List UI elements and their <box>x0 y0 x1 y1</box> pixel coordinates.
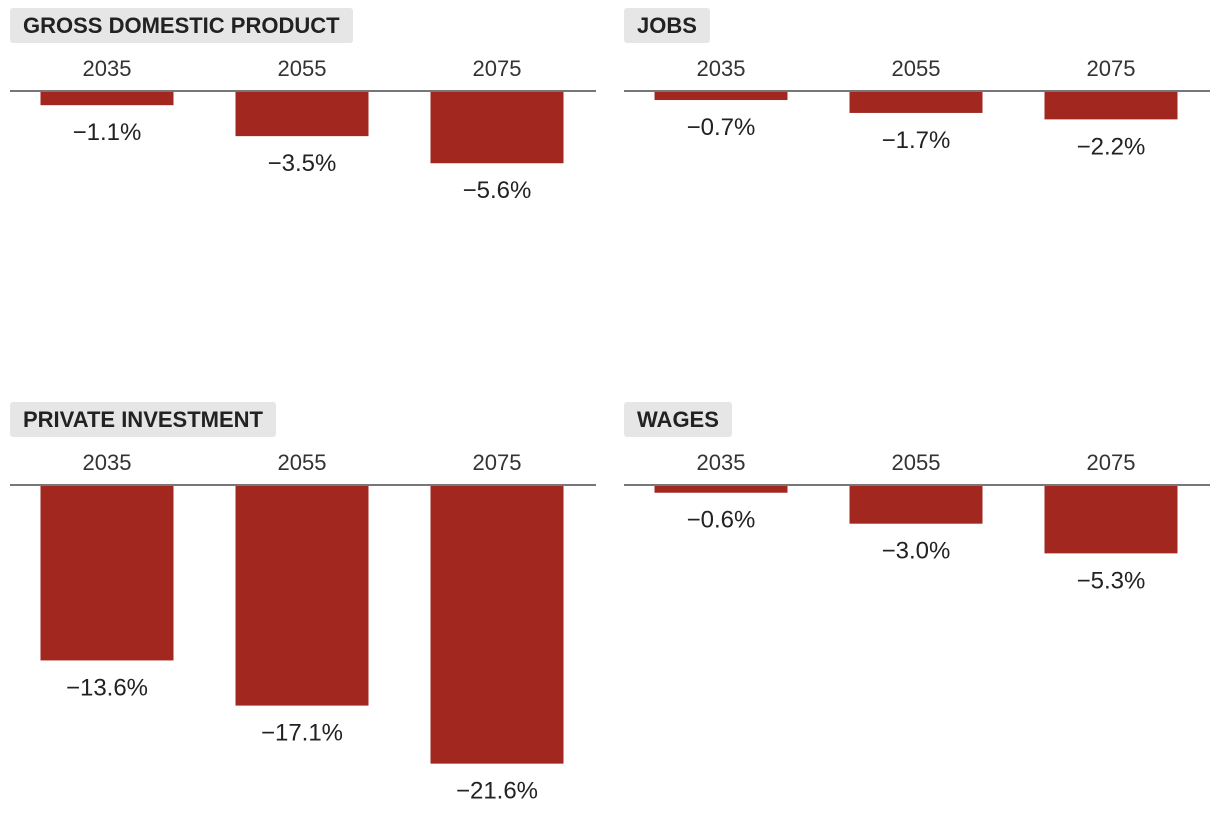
value-label-gdp-2075: −5.6% <box>463 177 532 204</box>
category-label-wages-2055: 2055 <box>892 450 941 475</box>
bar-wages-2075 <box>1044 485 1178 554</box>
chart-wages: 2035 −0.6% 2055 −3.0% 2075 −5.3% <box>624 450 1210 594</box>
value-label-wages-2035: −0.6% <box>687 507 756 534</box>
chart-gdp: 2035 −1.1% 2055 −3.5% 2075 −5.6% <box>10 56 596 204</box>
category-label-gdp-2075: 2075 <box>473 56 522 81</box>
category-label-jobs-2075: 2075 <box>1087 56 1136 81</box>
chart-title-gdp: GROSS DOMESTIC PRODUCT <box>10 8 353 43</box>
bar-gdp-2075 <box>430 91 564 164</box>
bar-private-investment-2055 <box>235 485 369 706</box>
value-label-gdp-2035: −1.1% <box>73 119 142 146</box>
chart-private-investment: 2035 −13.6% 2055 −17.1% 2075 −21.6% <box>10 450 596 805</box>
chart-title-jobs: JOBS <box>624 8 710 43</box>
value-label-wages-2055: −3.0% <box>882 538 951 565</box>
chart-jobs: 2035 −0.7% 2055 −1.7% 2075 −2.2% <box>624 56 1210 160</box>
value-label-wages-2075: −5.3% <box>1077 567 1146 594</box>
bar-wages-2055 <box>849 485 983 524</box>
chart-title-wages: WAGES <box>624 402 732 437</box>
bar-gdp-2035 <box>40 91 174 106</box>
category-label-private-investment-2035: 2035 <box>83 450 132 475</box>
category-label-jobs-2055: 2055 <box>892 56 941 81</box>
bar-jobs-2075 <box>1044 91 1178 120</box>
category-label-private-investment-2075: 2075 <box>473 450 522 475</box>
category-label-wages-2075: 2075 <box>1087 450 1136 475</box>
bar-wages-2035 <box>654 485 788 493</box>
chart-panel-jobs: JOBS 2035 −0.7% 2055 −1.7% 2075 −2.2% <box>624 8 1210 408</box>
bar-gdp-2055 <box>235 91 369 137</box>
chart-title-private-investment: PRIVATE INVESTMENT <box>10 402 276 437</box>
category-label-private-investment-2055: 2055 <box>278 450 327 475</box>
bar-jobs-2055 <box>849 91 983 113</box>
category-label-wages-2035: 2035 <box>697 450 746 475</box>
value-label-jobs-2035: −0.7% <box>687 114 756 141</box>
bar-private-investment-2035 <box>40 485 174 661</box>
value-label-gdp-2055: −3.5% <box>268 150 337 177</box>
value-label-jobs-2075: −2.2% <box>1077 133 1146 160</box>
chart-panel-gdp: GROSS DOMESTIC PRODUCT 2035 −1.1% 2055 −3.5… <box>10 8 596 408</box>
chart-panel-wages: WAGES 2035 −0.6% 2055 −3.0% 2075 −5.3% <box>624 402 1210 802</box>
value-label-private-investment-2075: −21.6% <box>456 778 538 805</box>
category-label-gdp-2035: 2035 <box>83 56 132 81</box>
bar-jobs-2035 <box>654 91 788 101</box>
chart-panel-private-investment: PRIVATE INVESTMENT 2035 −13.6% 2055 −17.1% 2… <box>10 402 596 805</box>
value-label-private-investment-2035: −13.6% <box>66 674 148 701</box>
category-label-jobs-2035: 2035 <box>697 56 746 81</box>
bar-private-investment-2075 <box>430 485 564 764</box>
value-label-jobs-2055: −1.7% <box>882 127 951 154</box>
category-label-gdp-2055: 2055 <box>278 56 327 81</box>
value-label-private-investment-2055: −17.1% <box>261 720 343 747</box>
